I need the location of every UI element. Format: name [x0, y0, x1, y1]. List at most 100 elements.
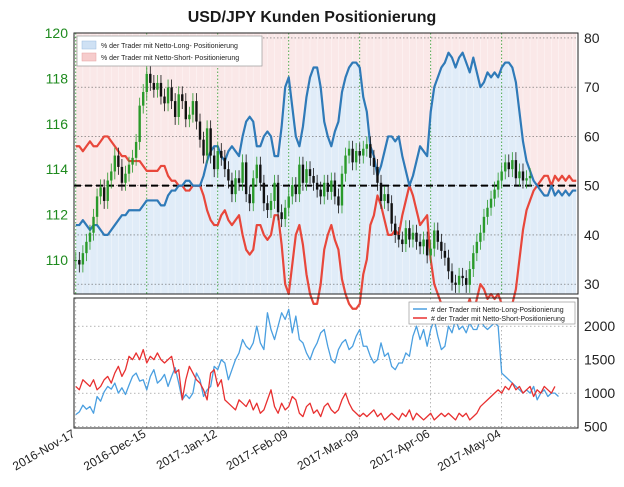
candle-body [461, 275, 464, 279]
candle-body [298, 164, 301, 195]
candle-body [504, 162, 507, 172]
long-area-fill [75, 52, 577, 294]
candle-body [88, 232, 92, 242]
candle-body [344, 155, 347, 174]
candle-body [500, 171, 503, 181]
lower-plot-frame [73, 297, 579, 429]
candle-body [418, 241, 422, 247]
right-tick-label: 60 [584, 128, 600, 144]
candle-body [110, 171, 113, 181]
short-percent-line [75, 135, 577, 320]
upper-legend-box [76, 35, 263, 67]
candle-body [379, 182, 383, 201]
candle-body [340, 173, 344, 206]
candle-body [401, 239, 404, 245]
candle-body [291, 185, 294, 197]
candle-body [528, 175, 532, 179]
lower-legend-box [408, 301, 576, 325]
candle-body [330, 180, 333, 192]
short-count-line [75, 348, 556, 421]
left-tick-label: 110 [46, 252, 69, 268]
candle-body [223, 157, 227, 170]
candle-body [127, 164, 131, 174]
candle-body [138, 105, 141, 142]
candle-body [74, 259, 77, 261]
upper-panel: 110 112 114 116 118 120 30 40 50 60 70 80 % der Tr… [45, 25, 600, 320]
left-tick-label: 120 [45, 25, 69, 41]
candle-body [422, 239, 425, 247]
lower-grid [74, 298, 578, 428]
candle-body [323, 182, 326, 197]
candle-body [95, 196, 99, 217]
candle-body [415, 232, 418, 242]
candle-body [479, 232, 482, 242]
candle-body [493, 189, 496, 199]
candle-body [312, 175, 315, 183]
candle-body [376, 166, 379, 183]
candle-body [266, 203, 269, 211]
lower-right-tick-label: 1000 [584, 385, 615, 401]
lower-right-axis-ticks: 500 1000 1500 2000 [584, 318, 615, 435]
candle-body [482, 216, 486, 233]
lower-right-tick-label: 1500 [584, 352, 615, 368]
left-tick-label: 114 [46, 161, 69, 177]
candle-body [486, 207, 489, 217]
candle-body [202, 139, 205, 156]
candle-body [457, 275, 461, 285]
candle-body [81, 253, 85, 265]
candle-body [358, 151, 361, 156]
candle-body [198, 121, 202, 140]
candle-body [294, 185, 298, 195]
long-count-line [75, 308, 559, 416]
candle-body [230, 180, 234, 195]
x-tick-label: 2017-Jan-12 [154, 426, 220, 472]
x-tick-label: 2017-Feb-09 [224, 426, 291, 473]
candle-body [326, 182, 329, 192]
right-tick-label: 40 [584, 227, 600, 243]
candle-body [333, 180, 337, 197]
candle-body [177, 94, 180, 117]
candle-body [454, 282, 457, 285]
right-tick-label: 50 [584, 178, 600, 194]
candle-body [163, 96, 166, 104]
candle-body [305, 169, 308, 183]
candle-body [280, 212, 283, 220]
candle-body [283, 207, 287, 220]
x-tick-label: 2016-Dec-15 [81, 426, 148, 473]
candle-body [411, 232, 415, 240]
chart-title: USD/JPY Kunden Positionierung [188, 9, 437, 26]
candle-body [433, 230, 436, 249]
candle-body [142, 92, 145, 106]
candle-body [241, 162, 244, 183]
candle-body [252, 178, 255, 204]
candle-body [525, 178, 528, 181]
candle-body [149, 73, 152, 83]
candle-body [273, 182, 276, 201]
left-tick-label: 116 [46, 116, 69, 132]
candle-body [234, 178, 237, 195]
candle-body [475, 241, 479, 254]
candle-body [287, 196, 290, 208]
candle-body [496, 180, 500, 190]
candlestick-layer [74, 65, 532, 293]
candle-body [237, 178, 241, 183]
candle-body [425, 239, 429, 256]
candle-body [365, 144, 369, 149]
candle-body [173, 101, 177, 117]
candle-body [308, 169, 312, 176]
candle-body [354, 151, 358, 163]
upper-legend: % der Trader mit Netto-Long- Positionier… [76, 35, 263, 67]
lower-series-layer [75, 308, 559, 421]
candle-body [372, 157, 376, 167]
candle-body [255, 164, 258, 179]
candle-body [152, 82, 156, 90]
upper-plot-frame [73, 32, 579, 295]
candle-body [106, 180, 109, 201]
x-axis-ticks: 2016-Nov-17 2016-Dec-15 2017-Jan-12 2017-Fe… [10, 426, 503, 474]
candle-body [447, 257, 450, 272]
candle-body [404, 228, 408, 245]
candle-body [102, 187, 106, 201]
legend-short-swatch [81, 52, 97, 62]
candle-body [369, 144, 372, 158]
